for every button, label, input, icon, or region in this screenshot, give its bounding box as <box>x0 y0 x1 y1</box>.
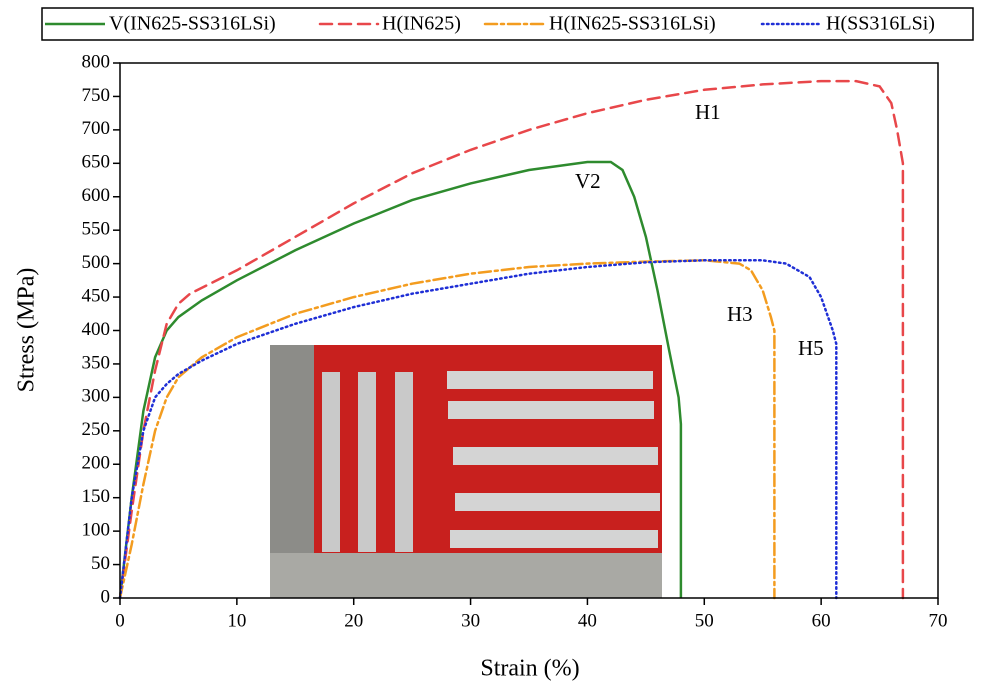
series-line <box>118 79 905 600</box>
y-tick-label: 350 <box>82 352 111 373</box>
y-tick-label: 0 <box>101 586 111 607</box>
legend-label: H(IN625-SS316LSi) <box>549 13 716 35</box>
y-tick-label: 800 <box>82 51 111 72</box>
plot-frame <box>119 62 939 599</box>
x-tick-label: 70 <box>929 610 948 631</box>
legend-label: H(SS316LSi) <box>826 13 935 35</box>
photo-specimen <box>322 372 340 552</box>
y-tick-label: 50 <box>91 553 110 574</box>
x-tick-label: 30 <box>461 610 480 631</box>
y-tick-label: 550 <box>82 219 111 240</box>
annotation: H3 <box>727 302 753 326</box>
y-tick-label: 200 <box>82 453 111 474</box>
y-tick-label: 650 <box>82 152 111 173</box>
series-line <box>118 160 683 599</box>
x-tick-label: 20 <box>344 610 363 631</box>
legend-label: H(IN625) <box>382 13 461 35</box>
photo-specimen <box>453 447 658 465</box>
photo-specimen <box>358 372 376 552</box>
y-tick-label: 400 <box>82 319 111 340</box>
x-axis-title: Strain (%) <box>480 656 579 682</box>
photo-specimen <box>455 493 660 511</box>
x-tick-label: 60 <box>812 610 831 631</box>
photo-specimen <box>447 371 653 389</box>
y-tick-label: 250 <box>82 419 111 440</box>
y-tick-label: 450 <box>82 285 111 306</box>
photo-ruler <box>270 553 662 598</box>
x-tick-label: 0 <box>115 610 125 631</box>
annotation: H5 <box>798 336 824 360</box>
inset-photo <box>270 345 662 598</box>
x-tick-label: 50 <box>695 610 714 631</box>
y-tick-label: 600 <box>82 185 111 206</box>
series-line <box>118 259 838 600</box>
x-tick-label: 10 <box>227 610 246 631</box>
photo-specimen <box>450 530 658 548</box>
legend-label: V(IN625-SS316LSi) <box>109 13 276 35</box>
photo-specimen <box>395 372 413 552</box>
photo-ruler <box>270 345 314 555</box>
y-tick-label: 100 <box>82 519 111 540</box>
photo-specimen <box>448 401 654 419</box>
y-tick-label: 300 <box>82 386 111 407</box>
annotation: H1 <box>695 100 721 124</box>
y-tick-label: 750 <box>82 85 111 106</box>
x-tick-label: 40 <box>578 610 597 631</box>
y-tick-label: 500 <box>82 252 111 273</box>
y-tick-label: 700 <box>82 118 111 139</box>
series-line <box>118 259 776 600</box>
annotation: V2 <box>575 169 601 193</box>
y-axis-title: Stress (MPa) <box>14 268 40 393</box>
y-tick-label: 150 <box>82 486 111 507</box>
